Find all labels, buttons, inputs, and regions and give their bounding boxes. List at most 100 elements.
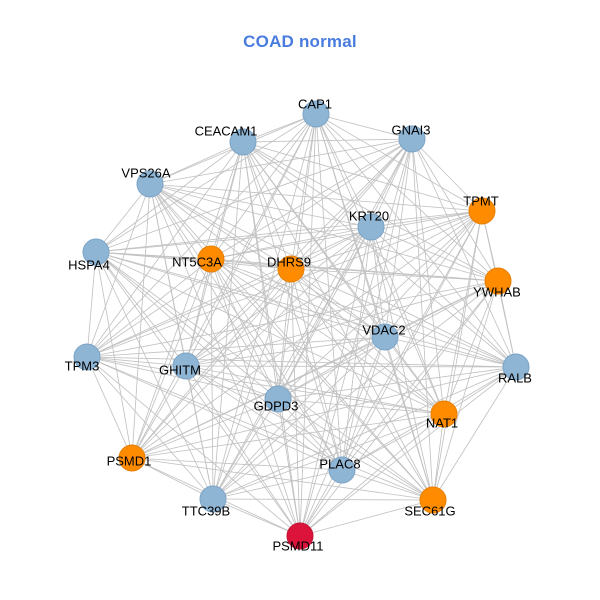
node-label-VPS26A: VPS26A [121, 166, 170, 181]
node-label-DHRS9: DHRS9 [267, 255, 311, 270]
node-label-TTC39B: TTC39B [182, 504, 230, 519]
edge-YWHAB-TPM3 [86, 280, 499, 358]
edge-GDPD3-TTC39B [212, 398, 279, 500]
node-DHRS9 [277, 255, 305, 283]
edge-YWHAB-RALB [497, 280, 517, 368]
edge-CAP1-GHITM [185, 113, 317, 367]
edge-TPMT-GDPD3 [277, 210, 483, 400]
edge-GNAI3-GHITM [185, 138, 413, 367]
node-SEC61G [419, 486, 447, 514]
edge-CEACAM1-TPM3 [86, 141, 244, 358]
edge-TPMT-GHITM [185, 210, 483, 367]
edge-YWHAB-PLAC8 [341, 280, 499, 471]
edge-GNAI3-HSPA4 [95, 138, 413, 253]
edge-NAT1-TTC39B [212, 413, 445, 500]
edge-GNAI3-DHRS9 [290, 138, 413, 270]
edge-CEACAM1-DHRS9 [242, 141, 292, 270]
edge-GNAI3-TPMT [411, 138, 483, 212]
edge-TPMT-VDAC2 [384, 210, 483, 338]
edge-VDAC2-TPM3 [86, 336, 386, 358]
node-label-YWHAB: YWHAB [473, 285, 521, 300]
edge-GNAI3-KRT20 [370, 138, 413, 228]
edge-KRT20-NAT1 [370, 226, 445, 415]
edge-GDPD3-PSMD1 [131, 398, 279, 459]
edge-TPMT-NT5C3A [210, 210, 483, 260]
edge-CAP1-GNAI3 [315, 113, 413, 140]
node-label-KRT20: KRT20 [349, 209, 389, 224]
node-label-NAT1: NAT1 [426, 416, 458, 431]
node-label-RALB: RALB [498, 371, 532, 386]
edge-HSPA4-TTC39B [95, 251, 214, 500]
node-label-GDPD3: GDPD3 [254, 399, 299, 414]
edge-VPS26A-KRT20 [149, 183, 372, 228]
node-label-SEC61G: SEC61G [404, 504, 455, 519]
node-GHITM [172, 352, 200, 380]
edge-RALB-TTC39B [212, 366, 517, 500]
node-label-TPM3: TPM3 [65, 359, 100, 374]
node-VDAC2 [371, 323, 399, 351]
edge-NT5C3A-GDPD3 [210, 258, 279, 400]
edge-DHRS9-PSMD1 [131, 268, 292, 459]
edge-CAP1-RALB [315, 113, 517, 368]
node-KRT20 [357, 213, 385, 241]
edge-DHRS9-GDPD3 [277, 268, 292, 400]
edge-PLAC8-SEC61G [341, 469, 434, 501]
edge-TPM3-NAT1 [86, 356, 445, 415]
edge-TPMT-KRT20 [370, 210, 483, 228]
edge-CEACAM1-TPMT [242, 141, 483, 212]
edge-NT5C3A-NAT1 [210, 258, 445, 415]
edge-HSPA4-GHITM [95, 251, 187, 367]
edge-DHRS9-RALB [290, 268, 517, 368]
node-label-CAP1: CAP1 [298, 97, 332, 112]
node-NAT1 [430, 400, 458, 428]
edge-GHITM-PSMD1 [131, 365, 187, 459]
edge-GNAI3-NT5C3A [210, 138, 413, 260]
edge-VDAC2-GHITM [185, 336, 386, 367]
edge-VPS26A-DHRS9 [149, 183, 292, 270]
edge-HSPA4-VDAC2 [95, 251, 386, 338]
edge-RALB-PSMD11 [299, 366, 517, 537]
node-GDPD3 [264, 385, 292, 413]
edge-DHRS9-PSMD11 [290, 268, 301, 537]
edge-HSPA4-SEC61G [95, 251, 434, 501]
edge-VPS26A-SEC61G [149, 183, 434, 501]
node-PLAC8 [328, 456, 356, 484]
edge-KRT20-TPM3 [86, 226, 372, 358]
node-label-HSPA4: HSPA4 [68, 258, 110, 273]
edge-GNAI3-SEC61G [411, 138, 434, 501]
edge-RALB-SEC61G [432, 366, 517, 501]
edge-VPS26A-PLAC8 [149, 183, 343, 471]
edge-GDPD3-PSMD11 [277, 398, 301, 537]
node-label-TPMT: TPMT [463, 194, 498, 209]
edge-GDPD3-PLAC8 [277, 398, 343, 471]
node-TTC39B [199, 485, 227, 513]
node-HSPA4 [82, 238, 110, 266]
edge-GNAI3-YWHAB [411, 138, 499, 282]
figure-title: COAD normal [243, 32, 357, 51]
edge-TPM3-PSMD11 [86, 356, 301, 537]
edge-TPM3-RALB [86, 356, 517, 368]
edge-CAP1-PLAC8 [315, 113, 343, 471]
node-label-NT5C3A: NT5C3A [172, 255, 222, 270]
edge-TPM3-PSMD1 [86, 356, 133, 459]
edge-TPM3-PLAC8 [86, 356, 343, 471]
node-label-PLAC8: PLAC8 [319, 457, 360, 472]
edge-GHITM-GDPD3 [185, 365, 279, 400]
edge-CAP1-TPM3 [86, 113, 317, 358]
edge-GHITM-TTC39B [185, 365, 214, 500]
node-label-GNAI3: GNAI3 [391, 123, 430, 138]
edge-RALB-NAT1 [443, 366, 517, 415]
edge-TPMT-NAT1 [443, 210, 483, 415]
edge-VPS26A-TPMT [149, 183, 483, 212]
node-label-VDAC2: VDAC2 [362, 323, 405, 338]
node-GNAI3 [398, 125, 426, 153]
edge-TPMT-TPM3 [86, 210, 483, 358]
edge-NAT1-PLAC8 [341, 413, 445, 471]
edge-HSPA4-GDPD3 [95, 251, 279, 400]
edge-VPS26A-NT5C3A [149, 183, 212, 260]
edge-RALB-PLAC8 [341, 366, 517, 471]
edge-RALB-GDPD3 [277, 366, 517, 400]
edge-VPS26A-HSPA4 [95, 183, 151, 253]
